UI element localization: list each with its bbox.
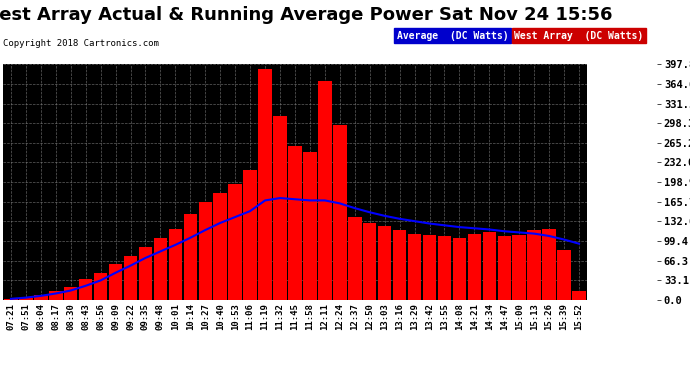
Bar: [19, 298, 32, 300]
Bar: [94, 273, 108, 300]
Text: 15:00: 15:00: [515, 304, 524, 330]
Bar: [64, 287, 77, 300]
Bar: [124, 255, 137, 300]
Bar: [482, 232, 496, 300]
Bar: [318, 81, 332, 300]
Bar: [513, 235, 526, 300]
Text: 15:39: 15:39: [560, 304, 569, 330]
Text: 14:47: 14:47: [500, 304, 509, 330]
Bar: [288, 146, 302, 300]
Text: 08:04: 08:04: [37, 304, 46, 330]
Text: 07:51: 07:51: [21, 304, 30, 330]
Bar: [572, 291, 586, 300]
Bar: [109, 264, 122, 300]
Text: 09:22: 09:22: [126, 304, 135, 330]
Bar: [154, 238, 167, 300]
Bar: [79, 279, 92, 300]
Text: 12:50: 12:50: [365, 304, 374, 330]
Text: West Array Actual & Running Average Power Sat Nov 24 15:56: West Array Actual & Running Average Powe…: [0, 6, 613, 24]
Text: 07:21: 07:21: [6, 304, 15, 330]
Bar: [542, 229, 556, 300]
Text: Average  (DC Watts): Average (DC Watts): [397, 31, 509, 40]
Bar: [437, 236, 451, 300]
Bar: [139, 247, 152, 300]
Text: 11:32: 11:32: [275, 304, 284, 330]
Bar: [213, 194, 227, 300]
Text: 10:14: 10:14: [186, 304, 195, 330]
Text: West Array  (DC Watts): West Array (DC Watts): [514, 31, 643, 40]
Text: 08:43: 08:43: [81, 304, 90, 330]
Text: 15:13: 15:13: [530, 304, 539, 330]
Text: 12:11: 12:11: [320, 304, 329, 330]
Bar: [348, 217, 362, 300]
Bar: [168, 229, 182, 300]
Text: 08:56: 08:56: [96, 304, 105, 330]
Bar: [49, 291, 63, 300]
Text: 11:45: 11:45: [290, 304, 299, 330]
Bar: [363, 223, 377, 300]
Text: 10:40: 10:40: [216, 304, 225, 330]
Text: 09:09: 09:09: [111, 304, 120, 330]
Bar: [303, 152, 317, 300]
Bar: [453, 238, 466, 300]
Text: 11:58: 11:58: [306, 304, 315, 330]
Bar: [4, 299, 18, 300]
Bar: [497, 236, 511, 300]
Text: 10:27: 10:27: [201, 304, 210, 330]
Bar: [34, 295, 48, 300]
Bar: [244, 170, 257, 300]
Text: 09:48: 09:48: [156, 304, 165, 330]
Text: Copyright 2018 Cartronics.com: Copyright 2018 Cartronics.com: [3, 39, 159, 48]
Text: 15:26: 15:26: [544, 304, 553, 330]
Text: 10:53: 10:53: [230, 304, 239, 330]
Text: 10:01: 10:01: [171, 304, 180, 330]
Bar: [199, 202, 212, 300]
Bar: [408, 234, 422, 300]
Text: 13:55: 13:55: [440, 304, 449, 330]
Bar: [423, 235, 436, 300]
Text: 14:08: 14:08: [455, 304, 464, 330]
Text: 13:29: 13:29: [410, 304, 419, 330]
Text: 13:16: 13:16: [395, 304, 404, 330]
Text: 12:37: 12:37: [351, 304, 359, 330]
Bar: [558, 250, 571, 300]
Text: 08:17: 08:17: [51, 304, 60, 330]
Bar: [228, 184, 242, 300]
Text: 08:30: 08:30: [66, 304, 75, 330]
Text: 14:21: 14:21: [470, 304, 479, 330]
Bar: [378, 226, 391, 300]
Text: 13:03: 13:03: [380, 304, 389, 330]
Text: 11:19: 11:19: [261, 304, 270, 330]
Bar: [333, 125, 346, 300]
Bar: [468, 234, 481, 300]
Text: 09:35: 09:35: [141, 304, 150, 330]
Text: 14:34: 14:34: [485, 304, 494, 330]
Bar: [258, 69, 272, 300]
Bar: [273, 116, 287, 300]
Text: 15:52: 15:52: [575, 304, 584, 330]
Text: 12:24: 12:24: [335, 304, 344, 330]
Bar: [184, 214, 197, 300]
Bar: [393, 230, 406, 300]
Text: 13:42: 13:42: [425, 304, 434, 330]
Text: 11:06: 11:06: [246, 304, 255, 330]
Bar: [527, 230, 541, 300]
